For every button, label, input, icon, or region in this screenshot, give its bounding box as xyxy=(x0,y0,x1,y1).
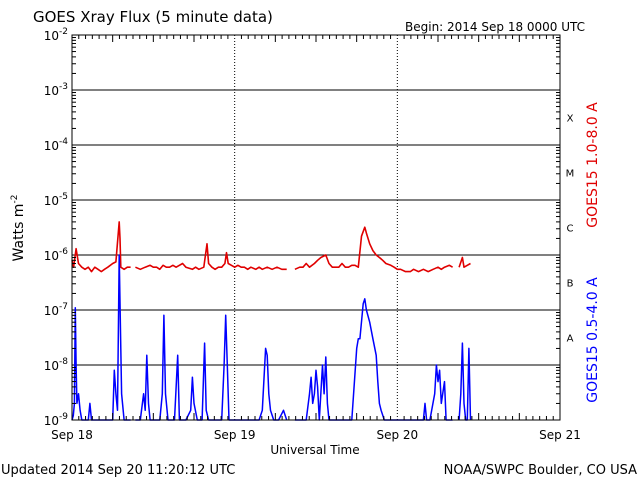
y-axis-label-exponent: -2 xyxy=(10,195,20,204)
y-tick-base: 10 xyxy=(44,29,59,43)
flare-class-label: A xyxy=(567,334,574,345)
series-line-2 xyxy=(135,314,288,421)
x-tick-label: Sep 18 xyxy=(51,428,93,442)
legend-series-2: GOES15 0.5-4.0 A xyxy=(585,277,601,403)
series-line-1 xyxy=(458,256,471,269)
data-source: NOAA/SWPC Boulder, CO USA xyxy=(444,463,637,478)
y-tick-base: 10 xyxy=(44,139,59,153)
begin-date: Begin: 2014 Sep 18 0000 UTC xyxy=(405,20,585,34)
flare-class-label: X xyxy=(567,114,574,125)
y-axis-label-text: Watts m xyxy=(11,204,27,262)
x-tick-label: Sep 19 xyxy=(214,428,256,442)
x-tick-label: Sep 20 xyxy=(376,428,418,442)
y-tick-label: 10-9 xyxy=(44,412,69,428)
axis-ticks xyxy=(72,35,560,420)
y-tick-base: 10 xyxy=(44,249,59,263)
y-tick-exponent: -9 xyxy=(59,412,68,422)
x-tick-label: Sep 21 xyxy=(539,428,581,442)
y-tick-exponent: -2 xyxy=(59,27,68,37)
series-line-2 xyxy=(294,298,453,421)
y-tick-exponent: -6 xyxy=(59,247,68,257)
y-tick-exponent: -3 xyxy=(59,82,68,92)
y-tick-label: 10-2 xyxy=(44,27,68,43)
y-tick-label: 10-5 xyxy=(44,192,68,208)
series-line-1 xyxy=(294,226,454,273)
series-layer xyxy=(71,221,472,421)
flare-class-label: M xyxy=(566,169,575,180)
y-tick-label: 10-6 xyxy=(44,247,69,263)
plot-frame xyxy=(71,34,561,421)
y-tick-exponent: -4 xyxy=(59,137,68,147)
y-tick-label: 10-7 xyxy=(44,302,68,318)
y-tick-label: 10-3 xyxy=(44,82,68,98)
series-line-1 xyxy=(71,221,131,273)
y-tick-label: 10-8 xyxy=(44,357,69,373)
y-axis-label: Watts m-2 xyxy=(10,195,27,262)
y-tick-label: 10-4 xyxy=(44,137,69,153)
flare-class-label: C xyxy=(567,224,574,235)
chart-title: GOES Xray Flux (5 minute data) xyxy=(33,8,273,26)
y-tick-exponent: -8 xyxy=(59,357,68,367)
y-tick-exponent: -7 xyxy=(59,302,68,312)
updated-timestamp: Updated 2014 Sep 20 11:20:12 UTC xyxy=(1,463,235,478)
series-line-1 xyxy=(135,243,287,271)
grid xyxy=(72,35,560,420)
y-tick-base: 10 xyxy=(44,304,59,318)
y-tick-base: 10 xyxy=(44,84,59,98)
y-tick-base: 10 xyxy=(44,359,59,373)
flare-class-label: B xyxy=(567,279,574,290)
y-tick-exponent: -5 xyxy=(59,192,68,202)
series-line-2 xyxy=(71,254,131,421)
y-tick-base: 10 xyxy=(44,194,59,208)
series-line-2 xyxy=(458,342,472,421)
x-axis-label: Universal Time xyxy=(270,443,359,457)
y-tick-base: 10 xyxy=(44,414,59,428)
legend-series-1: GOES15 1.0-8.0 A xyxy=(585,102,601,228)
